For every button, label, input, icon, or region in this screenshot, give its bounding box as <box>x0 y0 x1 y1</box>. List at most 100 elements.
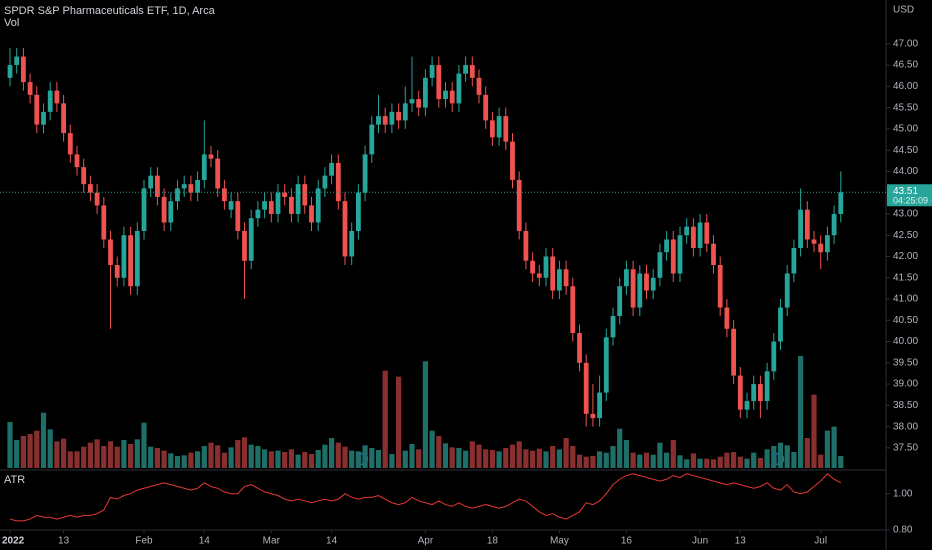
volume-bar <box>664 452 670 468</box>
y-tick-label: 42.00 <box>893 251 918 262</box>
candle-body <box>108 239 113 265</box>
volume-bar <box>362 445 368 468</box>
volume-bar <box>248 444 254 468</box>
candle-body <box>168 201 174 223</box>
candle-body <box>402 103 408 121</box>
volume-bar <box>174 456 181 468</box>
volume-bar <box>128 444 134 468</box>
volume-bar <box>329 438 335 468</box>
volume-bar <box>697 458 703 468</box>
y-tick-label: 45.50 <box>893 102 918 113</box>
candle-body <box>717 264 723 308</box>
candle-body <box>376 116 381 125</box>
candle-body <box>516 179 522 231</box>
volume-bar <box>295 454 301 468</box>
y-tick-label: 38.50 <box>893 400 918 411</box>
candle-body <box>557 269 562 291</box>
volume-bar <box>690 453 696 468</box>
candle-body <box>691 226 696 248</box>
candle-body <box>47 90 53 112</box>
candle-body <box>443 90 448 100</box>
candle-body <box>61 103 66 134</box>
volume-bar <box>40 412 47 468</box>
volume-bar <box>61 438 67 468</box>
candle-body <box>255 209 261 219</box>
candle-body <box>335 162 341 202</box>
x-tick-label: Jun <box>692 536 708 547</box>
candle-body <box>141 188 147 231</box>
volume-bar <box>14 440 20 468</box>
y-tick-label: 38.00 <box>893 421 918 432</box>
candle-body <box>771 341 777 372</box>
volume-bar <box>268 451 274 468</box>
candle-body <box>583 362 589 414</box>
candle-body <box>650 277 656 291</box>
volume-bar <box>107 441 114 468</box>
candle-body <box>637 273 643 308</box>
y-tick-label: 44.50 <box>893 145 918 156</box>
volume-bar <box>449 447 455 468</box>
candle-body <box>825 235 830 253</box>
x-tick-label: Mar <box>263 536 281 547</box>
candle-body <box>262 201 267 210</box>
candle-body <box>34 94 40 125</box>
candle-body <box>382 116 388 125</box>
volume-bar <box>590 456 596 468</box>
volume-bar <box>731 452 737 468</box>
last-price-label: 43.51 <box>893 186 918 197</box>
candle-body <box>423 77 428 108</box>
volume-bar <box>603 452 609 468</box>
candle-body <box>744 401 750 410</box>
candle-body <box>704 222 710 244</box>
volume-bar <box>302 452 308 468</box>
volume-bar <box>34 430 40 468</box>
candle-body <box>463 65 468 74</box>
candle-body <box>429 65 435 78</box>
volume-bar <box>335 442 341 468</box>
candle-body <box>302 184 308 206</box>
volume-bar <box>262 449 268 468</box>
candle-body <box>128 235 133 287</box>
volume-bar <box>798 356 804 468</box>
volume-bar <box>201 446 207 468</box>
volume-bar <box>422 361 428 468</box>
volume-bar <box>610 446 616 468</box>
candle-body <box>94 192 100 206</box>
candle-body <box>295 184 301 214</box>
volume-bar <box>315 450 321 468</box>
y-tick-label: 41.50 <box>893 272 918 283</box>
volume-bar <box>27 434 33 468</box>
volume-bar <box>47 429 53 468</box>
volume-bar <box>168 453 174 468</box>
candle-body <box>41 111 46 125</box>
volume-bar <box>241 437 248 468</box>
y-tick-label: 40.00 <box>893 336 918 347</box>
candle-body <box>248 218 254 261</box>
volume-bar <box>221 452 227 468</box>
volume-bar <box>275 450 281 468</box>
volume-bar <box>134 439 140 468</box>
y-tick-label: 43.00 <box>893 209 918 220</box>
volume-bar <box>496 451 502 468</box>
candle-body <box>362 154 368 193</box>
candle-body <box>342 201 348 257</box>
candle-body <box>322 175 328 189</box>
y-tick-label: 46.50 <box>893 60 918 71</box>
candle-body <box>483 94 489 121</box>
volume-bar <box>409 444 415 468</box>
volume-bar <box>670 440 676 468</box>
candle-body <box>818 243 824 253</box>
volume-bar <box>54 441 60 468</box>
x-tick-label: Jul <box>814 536 827 547</box>
candles <box>7 48 844 427</box>
volume-bar <box>824 430 830 468</box>
volume-bar <box>436 436 442 468</box>
x-tick-label: 18 <box>487 536 499 547</box>
volume-bar <box>402 450 408 468</box>
candle-body <box>610 316 616 338</box>
candle-body <box>563 269 569 287</box>
candle-body <box>315 188 321 223</box>
candle-body <box>101 205 107 240</box>
candle-body <box>831 213 837 236</box>
